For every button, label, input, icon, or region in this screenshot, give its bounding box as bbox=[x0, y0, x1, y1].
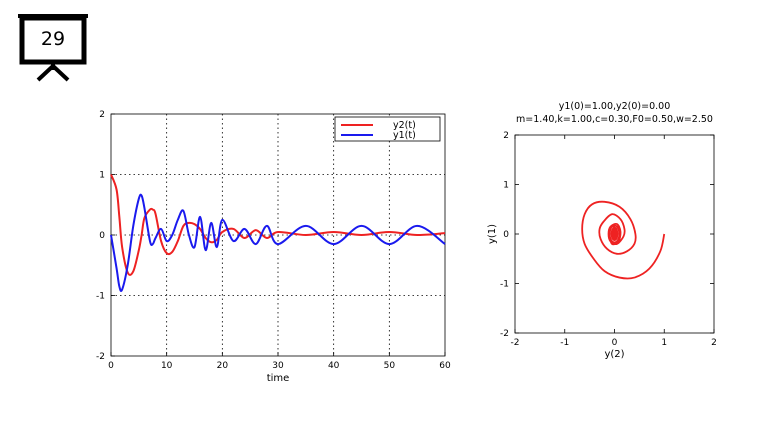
y-tick-label: 0 bbox=[99, 231, 105, 241]
y-tick-label: 1 bbox=[503, 181, 509, 191]
y-tick-label: 1 bbox=[99, 171, 105, 181]
x-tick-label: 30 bbox=[272, 361, 284, 371]
y-tick-label: 2 bbox=[503, 131, 509, 141]
x-tick-label: 60 bbox=[439, 361, 451, 371]
series-line-y1(t) bbox=[110, 193, 446, 292]
limit-cycle-core bbox=[610, 227, 619, 241]
y-tick-label: -2 bbox=[500, 329, 509, 339]
x-tick-label: 0 bbox=[612, 338, 618, 348]
x-axis-label: time bbox=[267, 373, 290, 384]
phase-trajectory bbox=[581, 200, 666, 280]
plot-area: y1(0)=1.00,y2(0)=0.00 m=1.40,k=1.00,c=0.3… bbox=[487, 101, 717, 360]
x-tick-label: 50 bbox=[384, 361, 396, 371]
y-tick-label: -2 bbox=[96, 352, 105, 362]
series-line-y2(t) bbox=[110, 174, 446, 276]
chart-title: y1(0)=1.00,y2(0)=0.00 bbox=[559, 101, 671, 112]
x-tick-label: 40 bbox=[328, 361, 340, 371]
phase-portrait-chart: y1(0)=1.00,y2(0)=0.00 m=1.40,k=1.00,c=0.3… bbox=[487, 101, 717, 360]
y-tick-label: -1 bbox=[500, 280, 509, 290]
legend-label: y1(t) bbox=[393, 130, 416, 141]
y-tick-label: 0 bbox=[503, 230, 509, 240]
x-tick-label: 2 bbox=[711, 338, 717, 348]
x-tick-label: 10 bbox=[161, 361, 173, 371]
y-tick-label: 2 bbox=[99, 110, 105, 120]
x-tick-label: 20 bbox=[217, 361, 229, 371]
y-tick-label: -1 bbox=[96, 292, 105, 302]
slide-number: 29 bbox=[40, 28, 66, 50]
x-tick-label: 1 bbox=[661, 338, 667, 348]
x-tick-label: -1 bbox=[560, 338, 569, 348]
chart-subtitle: m=1.40,k=1.00,c=0.30,F0=0.50,w=2.50 bbox=[516, 114, 713, 125]
x-tick-label: 0 bbox=[108, 361, 114, 371]
y-axis-label: y(1) bbox=[487, 224, 498, 244]
legend-box bbox=[334, 116, 441, 142]
legend-label: y2(t) bbox=[393, 120, 416, 131]
projector-screen-icon bbox=[18, 14, 88, 82]
x-axis-label: y(2) bbox=[604, 349, 624, 360]
x-tick-label: -2 bbox=[511, 338, 520, 348]
